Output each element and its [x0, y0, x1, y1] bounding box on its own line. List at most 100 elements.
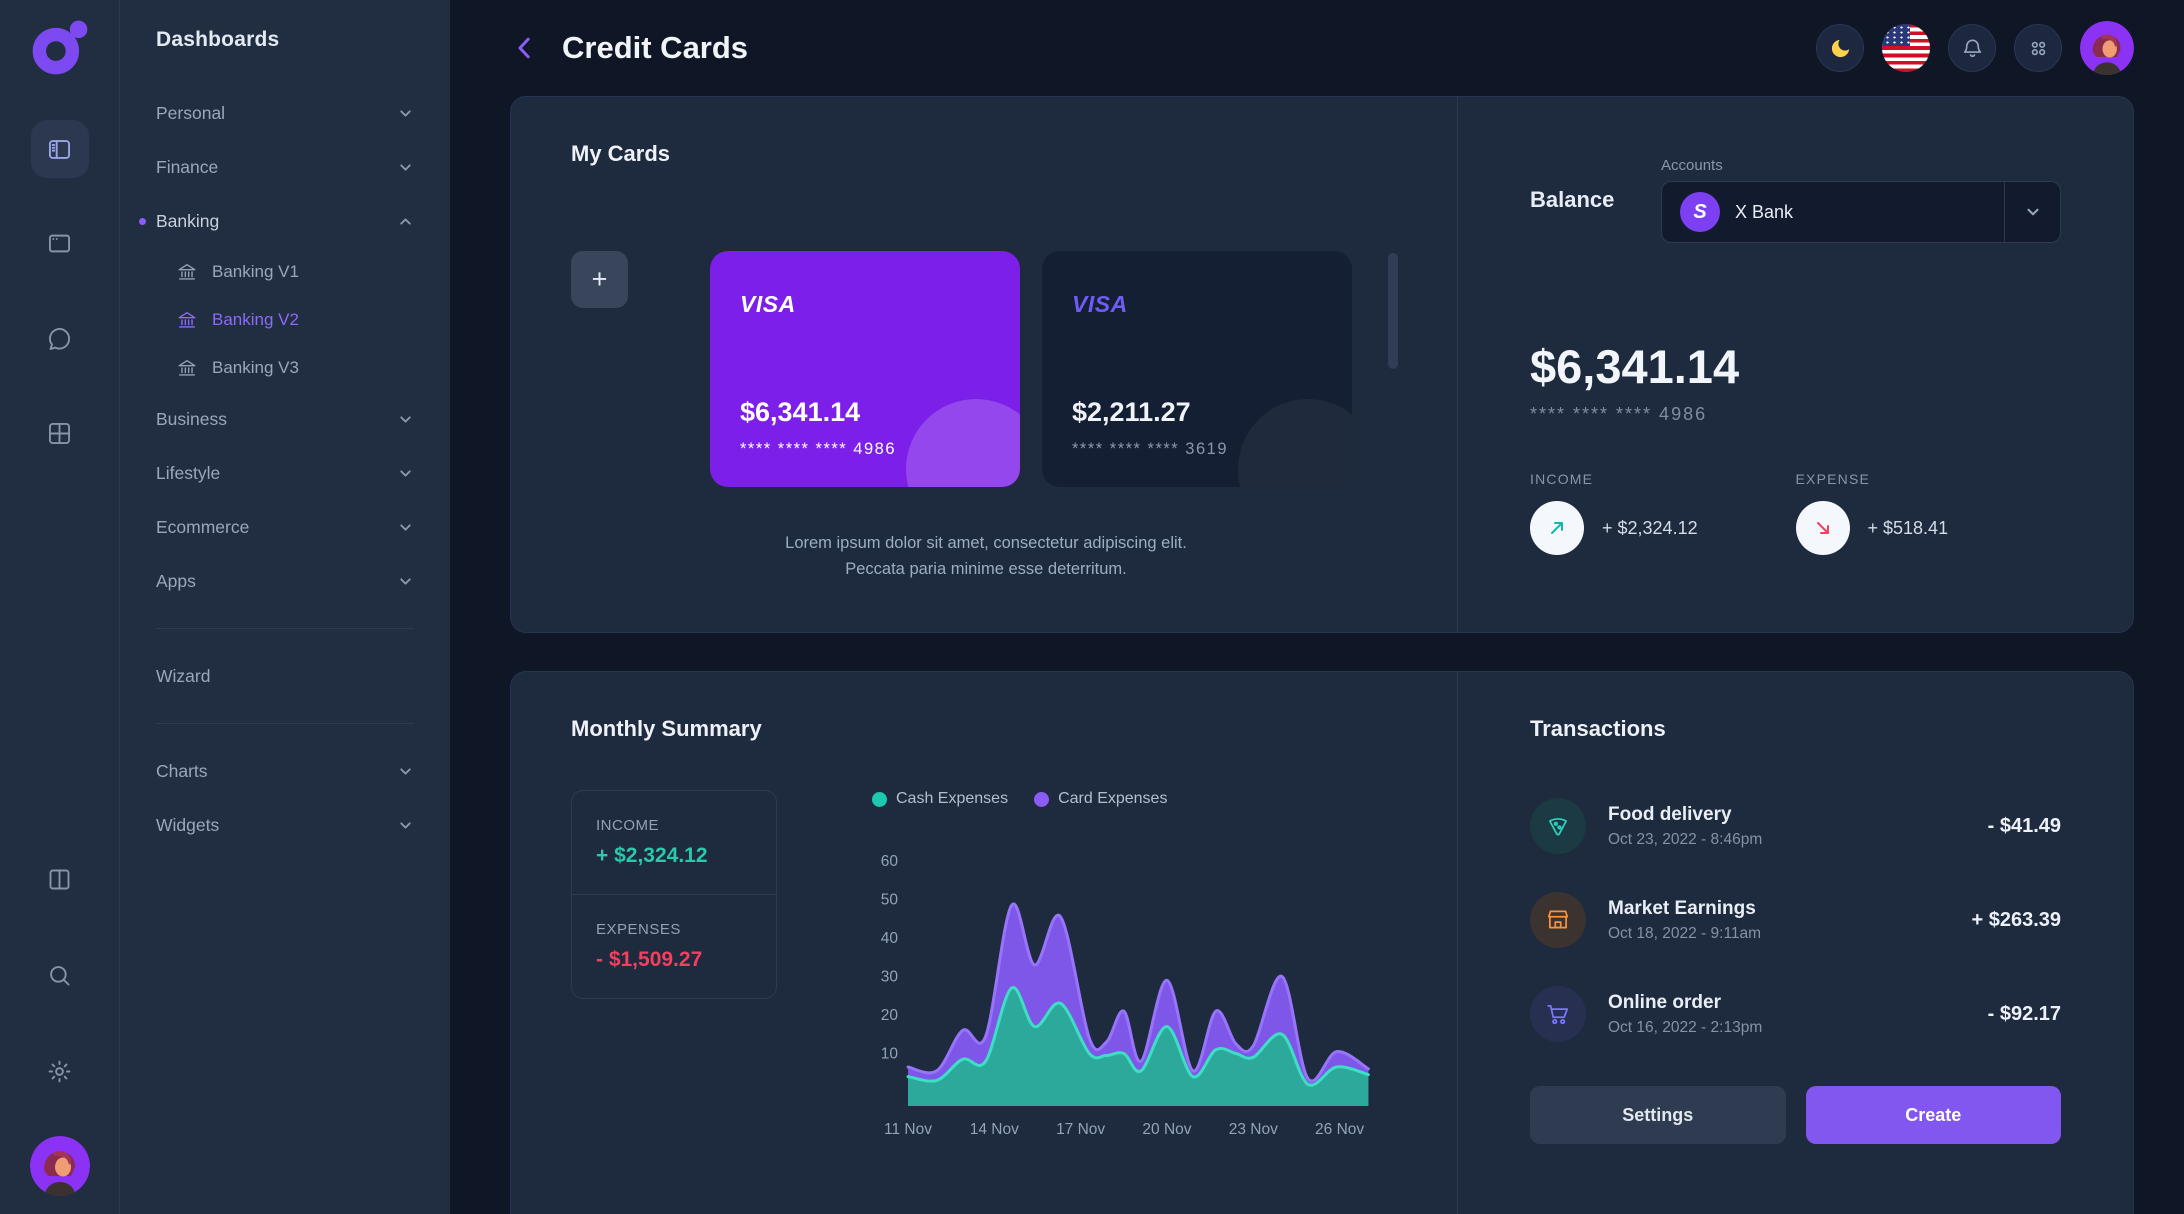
- legend-item: Card Expenses: [1034, 790, 1167, 808]
- sidebar-item-business[interactable]: Business: [156, 392, 430, 446]
- create-button[interactable]: Create: [1805, 1086, 2061, 1144]
- expense-block: EXPENSE + $518.41: [1795, 471, 2062, 555]
- arrow-down-right-icon: [1816, 522, 1829, 534]
- transaction-row[interactable]: Online order Oct 16, 2022 - 2:13pm - $92.1…: [1530, 986, 2061, 1042]
- sidebar-subitem-banking-v2[interactable]: Banking V2: [156, 296, 430, 344]
- transaction-name: Online order: [1608, 991, 1721, 1013]
- sidebar-subitem-label: Banking V2: [212, 310, 299, 329]
- income-label: INCOME: [1530, 471, 1594, 487]
- cards-scrollbar[interactable]: [1388, 253, 1398, 369]
- sidebar-layout-icon: [48, 139, 71, 159]
- x-axis-tick: 11 Nov: [884, 1121, 932, 1138]
- credit-card-list: VISA $6,341.14 **** **** **** 4986 VISA …: [710, 251, 1352, 487]
- balance-amount: $6,341.14: [1530, 340, 1740, 393]
- grid-icon: [48, 422, 71, 444]
- dark-mode-toggle[interactable]: [1816, 24, 1864, 72]
- app-logo[interactable]: [27, 16, 93, 82]
- sidebar-subitem-banking-v3[interactable]: Banking V3: [156, 344, 430, 392]
- area-series-edge: [906, 902, 1370, 1083]
- transactions-actions: Settings Create: [1530, 1086, 2061, 1144]
- top-bar: Credit Cards: [450, 0, 2184, 96]
- rail-columns-button[interactable]: [31, 850, 89, 908]
- apps-grid-button[interactable]: [2014, 24, 2062, 72]
- balance-section: Balance Accounts S X Bank: [1457, 97, 2133, 632]
- sidebar-item-label: Apps: [156, 570, 196, 591]
- card-balance: $2,211.27: [1072, 397, 1191, 427]
- summary-expenses-label: EXPENSES: [596, 921, 681, 938]
- x-axis-tick: 14 Nov: [970, 1121, 1019, 1138]
- transaction-row[interactable]: Food delivery Oct 23, 2022 - 8:46pm - $41.…: [1530, 798, 2061, 854]
- sidebar-item-personal[interactable]: Personal: [156, 86, 430, 140]
- sidebar-item-banking[interactable]: Banking: [139, 194, 430, 248]
- moon-icon: [1831, 39, 1849, 57]
- y-axis-tick: 40: [881, 930, 899, 947]
- transaction-row[interactable]: Market Earnings Oct 18, 2022 - 9:11am + $2…: [1530, 892, 2061, 948]
- avatar-image: [29, 1136, 90, 1196]
- main-area: Credit Cards: [450, 0, 2184, 1214]
- transaction-meta: Online order Oct 16, 2022 - 2:13pm: [1608, 992, 1762, 1037]
- rail-avatar[interactable]: [29, 1136, 90, 1196]
- accounts-select-chevron[interactable]: [2004, 182, 2060, 242]
- summary-box: INCOME + $2,324.12 EXPENSES - $1,509.27: [571, 790, 777, 999]
- card-balance: $6,341.14: [740, 397, 861, 427]
- rail-search-button[interactable]: [31, 946, 89, 1004]
- sidebar-item-lifestyle[interactable]: Lifestyle: [156, 446, 430, 500]
- sidebar-item-charts[interactable]: Charts: [156, 744, 430, 798]
- sidebar-subitem-banking-v1[interactable]: Banking V1: [156, 248, 430, 296]
- expenses-area-chart: 10 20 30 40 50 60 11 Nov 14 Nov 17 Nov 20 Nov 23 N…: [881, 853, 1370, 1138]
- transaction-name: Market Earnings: [1608, 897, 1756, 919]
- card-number-masked: **** **** **** 4986: [740, 440, 897, 458]
- settings-button[interactable]: Settings: [1530, 1086, 1786, 1144]
- transaction-amount: - $92.17: [1987, 1002, 2061, 1025]
- transaction-meta: Market Earnings Oct 18, 2022 - 9:11am: [1608, 898, 1761, 943]
- accounts-label: Accounts: [1661, 157, 1723, 174]
- cards-balance-panel: My Cards + VISA $6,341.14 **** **** ****…: [510, 96, 2134, 633]
- rail-grid-button[interactable]: [31, 404, 89, 462]
- storefront-icon: [1547, 910, 1569, 929]
- income-arrow-badge: [1530, 501, 1584, 555]
- transactions-title: Transactions: [1530, 716, 1666, 741]
- credit-card[interactable]: VISA $2,211.27 **** **** **** 3619: [1042, 251, 1352, 487]
- rail-dashboard-button[interactable]: [30, 120, 89, 178]
- transactions-section: Transactions Food delivery Oct 23, 2022 -…: [1457, 672, 2133, 1214]
- avatar-image: [2080, 21, 2134, 75]
- window-icon: [48, 234, 71, 252]
- search-icon: [50, 965, 70, 985]
- legend-dot: [872, 791, 887, 807]
- gear-icon: [48, 1060, 71, 1082]
- accounts-select[interactable]: S X Bank: [1661, 181, 2061, 243]
- sidebar-item-label: Wizard: [156, 665, 211, 686]
- summary-income-value: + $2,324.12: [596, 844, 708, 867]
- area-series-edge: [906, 986, 1370, 1087]
- sidebar-item-ecommerce[interactable]: Ecommerce: [156, 500, 430, 554]
- language-flag-us[interactable]: [1882, 24, 1930, 72]
- sidebar-item-finance[interactable]: Finance: [156, 140, 430, 194]
- credit-card[interactable]: VISA $6,341.14 **** **** **** 4986: [710, 251, 1020, 487]
- summary-income: INCOME + $2,324.12: [572, 791, 776, 894]
- account-name: X Bank: [1735, 201, 1794, 222]
- summary-income-label: INCOME: [596, 817, 659, 834]
- sidebar-item-apps[interactable]: Apps: [156, 554, 430, 608]
- chat-icon: [49, 327, 71, 350]
- cards-note: Lorem ipsum dolor sit amet, consectetur …: [571, 531, 1401, 582]
- back-button[interactable]: [510, 33, 540, 63]
- chevron-down-icon: [400, 523, 411, 531]
- notifications-button[interactable]: [1948, 24, 1996, 72]
- rail-settings-button[interactable]: [31, 1042, 89, 1100]
- rail-window-button[interactable]: [31, 214, 89, 272]
- add-card-button[interactable]: +: [571, 251, 628, 308]
- header-icons: [1816, 21, 2134, 75]
- accounts-field: Accounts S X Bank: [1661, 157, 2061, 243]
- sidebar-item-label: Finance: [156, 156, 219, 177]
- balance-header: Balance Accounts S X Bank: [1530, 141, 2061, 243]
- legend-label: Card Expenses: [1058, 790, 1168, 807]
- visa-logo: VISA: [740, 291, 796, 317]
- x-axis-tick: 20 Nov: [1142, 1121, 1191, 1138]
- bank-icon: [178, 311, 196, 328]
- chevron-down-icon: [2026, 208, 2039, 216]
- rail-chat-button[interactable]: [31, 310, 89, 368]
- user-avatar[interactable]: [2080, 21, 2134, 75]
- sidebar-item-widgets[interactable]: Widgets: [156, 798, 430, 852]
- sidebar-item-wizard[interactable]: Wizard: [156, 649, 430, 703]
- sidebar-item-label: Ecommerce: [156, 516, 250, 537]
